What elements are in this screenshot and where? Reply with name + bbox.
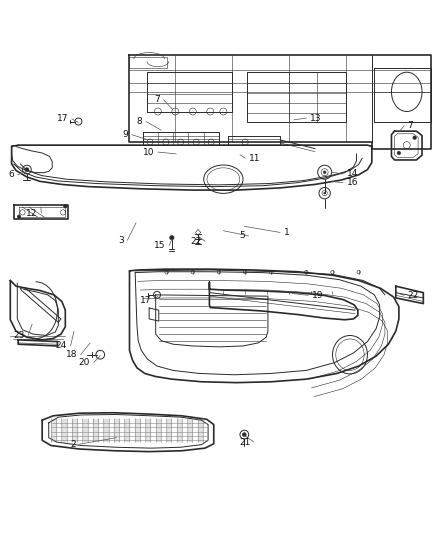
Text: 19: 19	[311, 291, 323, 300]
Text: 22: 22	[408, 291, 419, 300]
Text: 7: 7	[408, 122, 413, 131]
Text: 1: 1	[284, 228, 290, 237]
Text: 7: 7	[154, 95, 160, 104]
Text: 10: 10	[143, 148, 154, 157]
Text: 15: 15	[154, 241, 166, 250]
Text: 23: 23	[13, 331, 25, 340]
Text: 9: 9	[123, 130, 128, 139]
Circle shape	[324, 192, 325, 194]
Circle shape	[64, 205, 67, 208]
Text: 20: 20	[79, 358, 90, 367]
Text: 8: 8	[137, 117, 143, 126]
Text: 5: 5	[240, 231, 245, 240]
Circle shape	[243, 433, 246, 437]
Text: 6: 6	[8, 171, 14, 179]
Text: 12: 12	[26, 209, 38, 218]
Circle shape	[323, 171, 326, 174]
Text: 3: 3	[118, 236, 124, 245]
Text: 21: 21	[239, 438, 251, 447]
Text: 13: 13	[310, 114, 321, 123]
Text: 24: 24	[56, 342, 67, 351]
Text: 17: 17	[140, 296, 151, 305]
Circle shape	[170, 236, 174, 240]
Text: 22: 22	[190, 237, 201, 246]
Circle shape	[397, 151, 401, 155]
Text: 17: 17	[57, 115, 68, 124]
Circle shape	[413, 136, 417, 140]
Text: 16: 16	[346, 178, 358, 187]
Text: 14: 14	[346, 169, 358, 179]
Text: 2: 2	[70, 440, 76, 449]
Text: 11: 11	[249, 154, 260, 163]
Text: 18: 18	[66, 350, 77, 359]
Circle shape	[17, 215, 21, 219]
Circle shape	[25, 168, 28, 171]
